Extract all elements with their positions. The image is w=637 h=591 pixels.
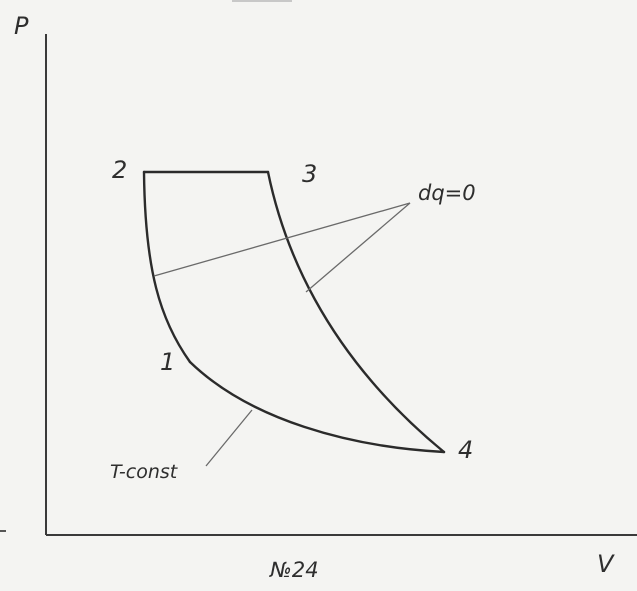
curve-3-4 xyxy=(266,170,446,454)
isotherm-annotation: T-const xyxy=(110,461,179,483)
x-axis-label: V xyxy=(597,550,615,578)
point-label-2: 2 xyxy=(112,156,127,184)
diagram-number: №24 xyxy=(269,558,319,582)
curve-1-2 xyxy=(142,170,192,364)
leader-dq0-to-12 xyxy=(153,202,411,277)
leader-dq0-to-34 xyxy=(305,202,411,293)
curve-4-1 xyxy=(188,360,446,454)
point-label-1: 1 xyxy=(160,348,175,376)
y-axis-label: P xyxy=(14,12,29,40)
point-label-3: 3 xyxy=(302,160,317,188)
point-label-4: 4 xyxy=(458,436,473,464)
adiabatic-annotation: dq=0 xyxy=(418,181,476,205)
leader-tconst xyxy=(205,409,253,467)
